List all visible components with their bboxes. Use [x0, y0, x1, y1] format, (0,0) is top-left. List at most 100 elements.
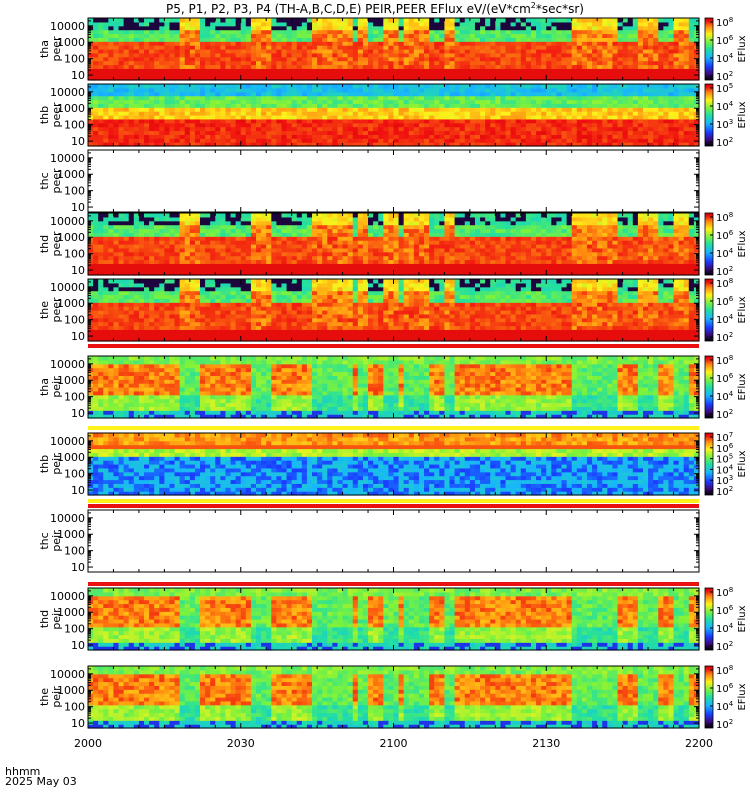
spectrogram-cell [322, 126, 328, 132]
spectrogram-cell [215, 236, 221, 241]
spectrogram-cell [159, 33, 165, 38]
spectrogram-cell [673, 134, 680, 139]
spectrogram-cell [653, 60, 659, 66]
spectrogram-cell [103, 111, 109, 116]
spectrogram-cell [118, 107, 125, 112]
spectrogram-cell [434, 118, 440, 124]
spectrogram-cell [169, 213, 176, 218]
spectrogram-cell [210, 263, 216, 268]
spectrogram-cell [327, 259, 333, 264]
spectrogram-cell [449, 41, 456, 46]
spectrogram-cell [454, 126, 461, 132]
spectrogram-cell [541, 72, 547, 77]
spectrogram-cell [245, 138, 252, 143]
spectrogram-cell [296, 29, 303, 35]
spectrogram-cell [306, 64, 313, 69]
spectrogram-cell [286, 228, 293, 233]
spectrogram-cell [215, 251, 221, 257]
spectrogram-cell [357, 37, 364, 42]
spectrogram-cell [138, 72, 145, 77]
spectrogram-cell [240, 122, 247, 128]
spectrogram-cell [474, 76, 481, 81]
spectrogram-cell [403, 52, 410, 58]
spectrogram-cell [495, 122, 502, 128]
spectrogram-cell [485, 126, 491, 132]
spectrogram-cell [632, 29, 639, 35]
spectrogram-cell [673, 118, 680, 124]
spectrogram-cell [164, 76, 171, 81]
spectrogram-cell [632, 76, 639, 81]
spectrogram-cell [312, 240, 318, 245]
spectrogram-cell [536, 56, 542, 62]
spectrogram-cell [571, 115, 578, 120]
spectrogram-cell [464, 126, 471, 132]
spectrogram-cell [469, 87, 476, 93]
spectrogram-cell [235, 118, 242, 124]
spectrogram-cell [291, 52, 298, 58]
spectrogram-cell [235, 45, 242, 50]
spectrogram-cell [312, 91, 318, 97]
spectrogram-cell [566, 115, 573, 120]
spectrogram-cell [357, 25, 364, 31]
spectrogram-cell [373, 45, 379, 50]
spectrogram-cell [144, 87, 150, 93]
spectrogram-cell [434, 103, 440, 108]
spectrogram-cell [474, 87, 481, 93]
spectrogram-cell [632, 134, 639, 139]
spectrogram-cell [556, 49, 563, 54]
spectrogram-cell [612, 138, 619, 143]
spectrogram-cell [373, 56, 379, 62]
spectrogram-cell [306, 213, 313, 218]
spectrogram-cell [637, 111, 644, 116]
spectrogram-cell [342, 18, 349, 23]
spectrogram-cell [133, 130, 140, 135]
spectrogram-cell [103, 267, 109, 272]
spectrogram-cell [245, 41, 252, 46]
spectrogram-cell [597, 126, 603, 132]
spectrogram-cell [561, 142, 568, 147]
spectrogram-cell [429, 95, 435, 101]
spectrogram-cell [597, 68, 603, 73]
spectrogram-cell [678, 138, 685, 143]
spectrogram-cell [571, 130, 578, 135]
spectrogram-cell [688, 134, 695, 139]
spectrogram-cell [393, 122, 400, 128]
spectrogram-cell [586, 118, 593, 124]
spectrogram-cell [266, 142, 272, 147]
spectrogram-cell [424, 91, 430, 97]
spectrogram-cell [215, 18, 221, 23]
spectrogram-cell [301, 115, 308, 120]
spectrogram-cell [663, 91, 670, 97]
spectrogram-cell [174, 111, 181, 116]
spectrogram-cell [337, 76, 344, 81]
spectrogram-cell [413, 56, 420, 62]
spectrogram-cell [194, 52, 201, 58]
spectrogram-cell [398, 111, 405, 116]
spectrogram-cell [520, 41, 527, 46]
spectrogram-cell [642, 18, 649, 23]
spectrogram-cell [205, 263, 211, 268]
spectrogram-cell [312, 134, 318, 139]
spectrogram-cell [133, 216, 140, 222]
spectrogram-cell [480, 60, 486, 66]
spectrogram-cell [256, 95, 262, 101]
spectrogram-cell [169, 56, 176, 62]
spectrogram-cell [653, 134, 659, 139]
spectrogram-cell [485, 60, 491, 66]
spectrogram-cell [500, 99, 507, 104]
spectrogram-cell [205, 56, 211, 62]
spectrogram-cell [683, 122, 690, 128]
spectrogram-cell [266, 25, 272, 31]
spectrogram-cell [220, 130, 227, 135]
spectrogram-cell [179, 267, 186, 272]
spectrogram-cell [373, 49, 379, 54]
spectrogram-cell [256, 271, 262, 276]
spectrogram-cell [678, 142, 685, 147]
spectrogram-cell [398, 68, 405, 73]
spectrogram-cell [93, 21, 99, 27]
spectrogram-cell [515, 72, 522, 77]
spectrogram-cell [184, 64, 191, 69]
spectrogram-cell [220, 45, 227, 50]
spectrogram-cell [485, 37, 491, 42]
spectrogram-cell [576, 126, 583, 132]
